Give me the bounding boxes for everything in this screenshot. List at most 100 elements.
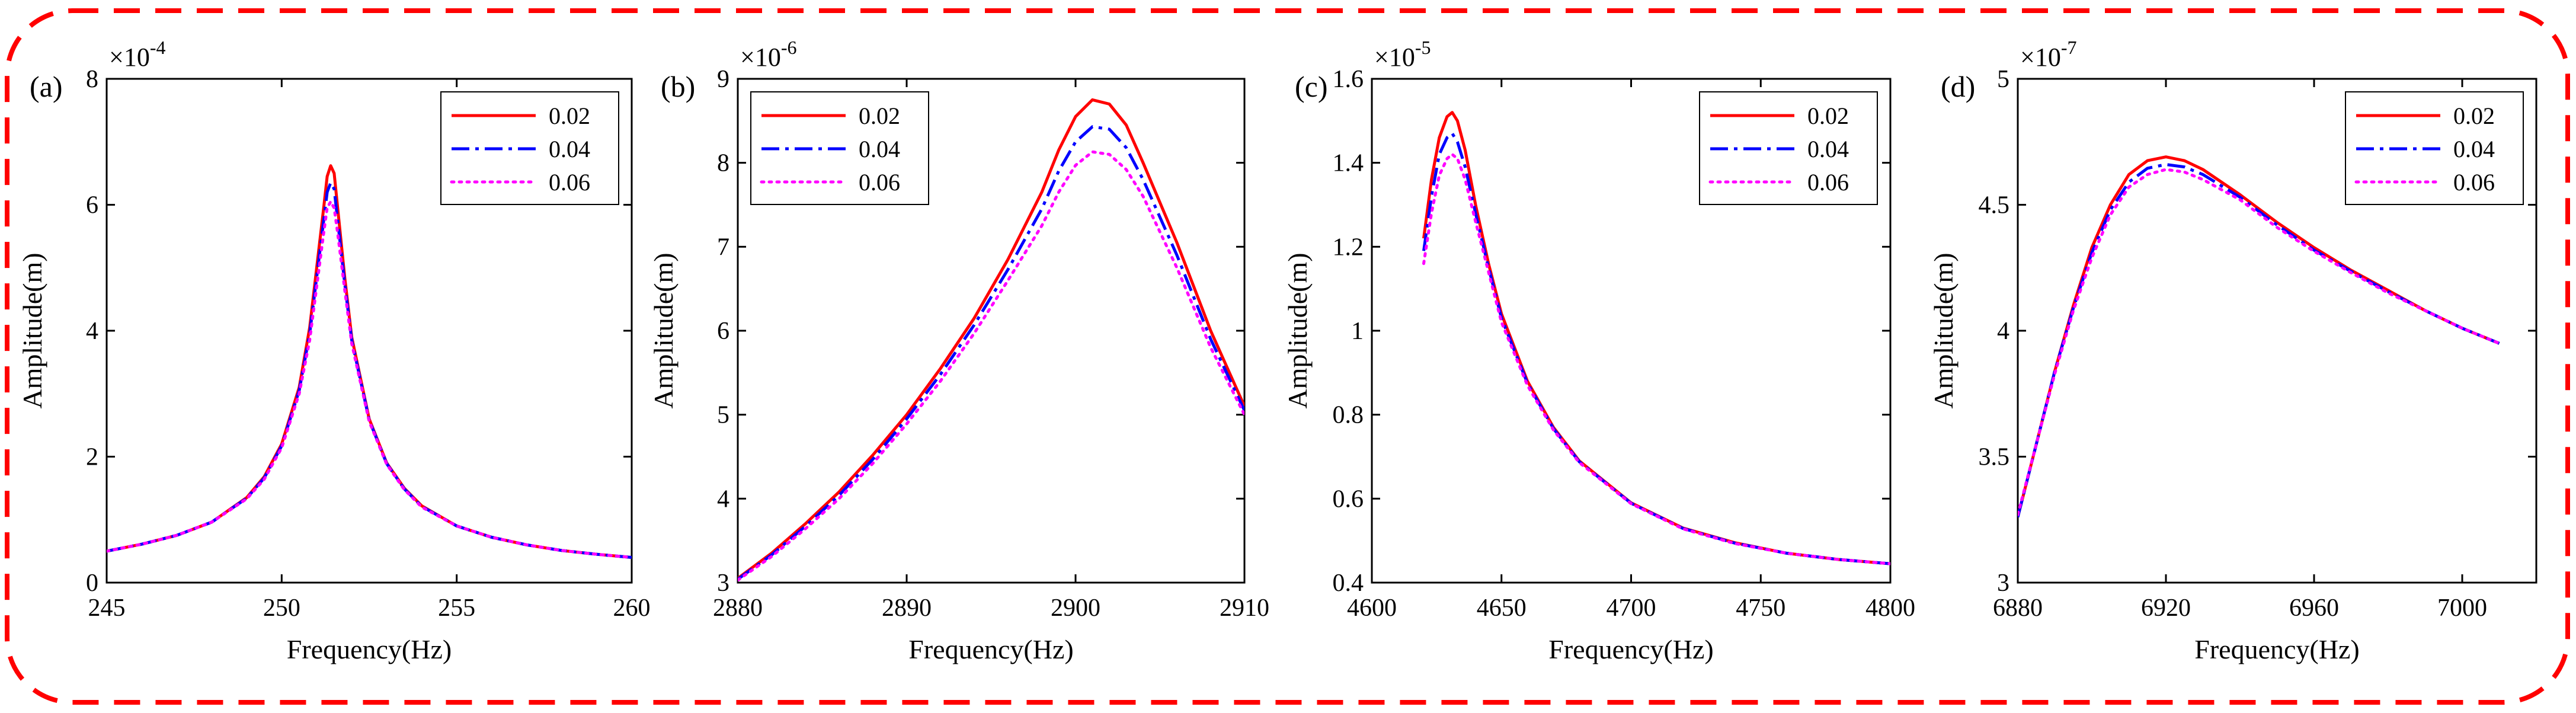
legend-entry-label: 0.06 bbox=[549, 169, 590, 196]
y-tick-label: 7 bbox=[717, 234, 729, 261]
y-axis-label: Amplitude(m) bbox=[1282, 252, 1313, 408]
series-line-0.06 bbox=[1422, 153, 1890, 565]
x-tick-label: 250 bbox=[263, 594, 300, 622]
legend-entry-label: 0.06 bbox=[2453, 169, 2495, 196]
y-exponent-base: ×10 bbox=[740, 43, 781, 72]
y-tick-label: 0.6 bbox=[1333, 485, 1364, 513]
series-group bbox=[1422, 111, 1890, 565]
series-group bbox=[107, 164, 632, 559]
y-tick-label: 1.6 bbox=[1333, 66, 1364, 93]
y-tick-label: 4 bbox=[86, 318, 98, 345]
series-line-0.02 bbox=[2018, 155, 2500, 518]
y-exponent-power: -5 bbox=[1415, 37, 1431, 58]
y-tick-label: 4 bbox=[1997, 318, 2009, 345]
chart-panel-3: 4600 4650 4700 4750 4800 0.4 0.6 0.8 1 1.2 1.4 1.6 F… bbox=[1282, 37, 1915, 664]
x-axis-label: Frequency(Hz) bbox=[1548, 634, 1713, 664]
series-group bbox=[2018, 155, 2501, 518]
x-tick-label: 4750 bbox=[1736, 594, 1785, 622]
y-tick-label: 3 bbox=[717, 570, 729, 597]
x-tick-label: 260 bbox=[613, 594, 651, 622]
x-tick-label: 4650 bbox=[1477, 594, 1527, 622]
y-exponent-base: ×10 bbox=[109, 43, 150, 72]
series-line-0.06 bbox=[107, 200, 632, 559]
y-exponent-label: ×10-4 bbox=[109, 37, 165, 72]
y-tick-label: 5 bbox=[717, 402, 729, 429]
y-tick-label: 0 bbox=[86, 570, 98, 597]
y-axis-label: Amplitude(m) bbox=[17, 252, 47, 408]
x-tick-label: 245 bbox=[88, 594, 126, 622]
legend: 0.02 0.04 0.06 bbox=[750, 91, 929, 205]
chart-panel-1: 245 250 255 260 0 2 4 6 8 Frequency(Hz) Amplitude(… bbox=[17, 37, 651, 664]
legend-entry-label: 0.02 bbox=[1807, 103, 1849, 129]
legend-entry-label: 0.04 bbox=[2453, 136, 2495, 162]
y-tick-label: 4 bbox=[717, 485, 729, 513]
legend-entry-label: 0.04 bbox=[1807, 136, 1849, 162]
y-tick-label: 4.5 bbox=[1979, 192, 2010, 219]
legend-entry-label: 0.02 bbox=[549, 103, 590, 129]
y-tick-label: 0.8 bbox=[1333, 402, 1364, 429]
x-tick-label: 4800 bbox=[1865, 594, 1915, 622]
y-tick-label: 8 bbox=[86, 66, 98, 93]
series-line-0.06 bbox=[738, 150, 1244, 582]
legend-entry-label: 0.02 bbox=[2453, 103, 2495, 129]
series-line-0.04 bbox=[2018, 163, 2500, 518]
x-tick-label: 6880 bbox=[1993, 594, 2043, 622]
x-tick-label: 2880 bbox=[713, 594, 763, 622]
x-tick-label: 6920 bbox=[2141, 594, 2191, 622]
x-tick-label: 2910 bbox=[1220, 594, 1269, 622]
y-exponent-label: ×10-6 bbox=[740, 37, 796, 72]
legend-entry-label: 0.04 bbox=[859, 136, 900, 162]
x-tick-label: 4700 bbox=[1607, 594, 1656, 622]
y-exponent-power: -7 bbox=[2061, 37, 2077, 58]
y-tick-label: 9 bbox=[717, 66, 729, 93]
x-tick-label: 2900 bbox=[1051, 594, 1100, 622]
y-tick-label: 1.4 bbox=[1333, 150, 1364, 177]
legend-entry-label: 0.04 bbox=[549, 136, 590, 162]
y-exponent-power: -6 bbox=[781, 37, 797, 58]
series-line-0.02 bbox=[107, 164, 632, 559]
x-tick-label: 6960 bbox=[2289, 594, 2339, 622]
y-exponent-label: ×10-7 bbox=[2020, 37, 2076, 72]
panel-label: (c) bbox=[1295, 70, 1328, 103]
x-tick-label: 255 bbox=[438, 594, 475, 622]
legend: 0.02 0.04 0.06 bbox=[2345, 91, 2524, 205]
y-axis-label: Amplitude(m) bbox=[648, 252, 679, 408]
x-tick-label: 7000 bbox=[2437, 594, 2487, 622]
y-tick-label: 2 bbox=[86, 444, 98, 471]
legend-entry-label: 0.06 bbox=[1807, 169, 1849, 196]
y-tick-label: 6 bbox=[86, 192, 98, 219]
series-line-0.06 bbox=[2018, 168, 2501, 516]
series-line-0.04 bbox=[107, 181, 632, 559]
y-tick-label: 1 bbox=[1351, 318, 1364, 345]
legend-entry-label: 0.02 bbox=[859, 103, 900, 129]
y-tick-label: 3 bbox=[1997, 570, 2009, 597]
legend: 0.02 0.04 0.06 bbox=[440, 91, 619, 205]
panel-label: (a) bbox=[30, 70, 63, 103]
dashed-border bbox=[5, 8, 2570, 705]
series-group bbox=[738, 98, 1244, 582]
series-line-0.02 bbox=[738, 98, 1244, 580]
y-axis-label: Amplitude(m) bbox=[1928, 252, 1959, 408]
chart-panel-4: 6880 6920 6960 7000 3 3.5 4 4.5 5 Frequency(Hz) Am… bbox=[1928, 37, 2537, 664]
y-tick-label: 1.2 bbox=[1333, 234, 1364, 261]
y-tick-label: 6 bbox=[717, 318, 729, 345]
y-exponent-base: ×10 bbox=[1374, 43, 1415, 72]
panel-label: (d) bbox=[1941, 70, 1975, 103]
x-axis-label: Frequency(Hz) bbox=[2194, 634, 2359, 664]
legend: 0.02 0.04 0.06 bbox=[1699, 91, 1878, 205]
x-axis-label: Frequency(Hz) bbox=[287, 634, 452, 664]
legend-entry-label: 0.06 bbox=[859, 169, 900, 196]
x-axis-label: Frequency(Hz) bbox=[908, 634, 1073, 664]
y-exponent-label: ×10-5 bbox=[1374, 37, 1431, 72]
y-exponent-base: ×10 bbox=[2020, 43, 2061, 72]
chart-panel-2: 2880 2890 2900 2910 3 4 5 6 7 8 9 Frequency(Hz) Ampl… bbox=[648, 37, 1269, 664]
x-tick-label: 2890 bbox=[882, 594, 932, 622]
y-exponent-power: -4 bbox=[150, 37, 166, 58]
panel-label: (b) bbox=[661, 70, 695, 103]
y-tick-label: 5 bbox=[1997, 66, 2009, 93]
panels-group: 245 250 255 260 0 2 4 6 8 Frequency(Hz) Amplitude(… bbox=[17, 37, 2537, 664]
y-tick-label: 8 bbox=[717, 150, 729, 177]
x-tick-label: 4600 bbox=[1347, 594, 1397, 622]
y-tick-label: 3.5 bbox=[1979, 444, 2010, 471]
